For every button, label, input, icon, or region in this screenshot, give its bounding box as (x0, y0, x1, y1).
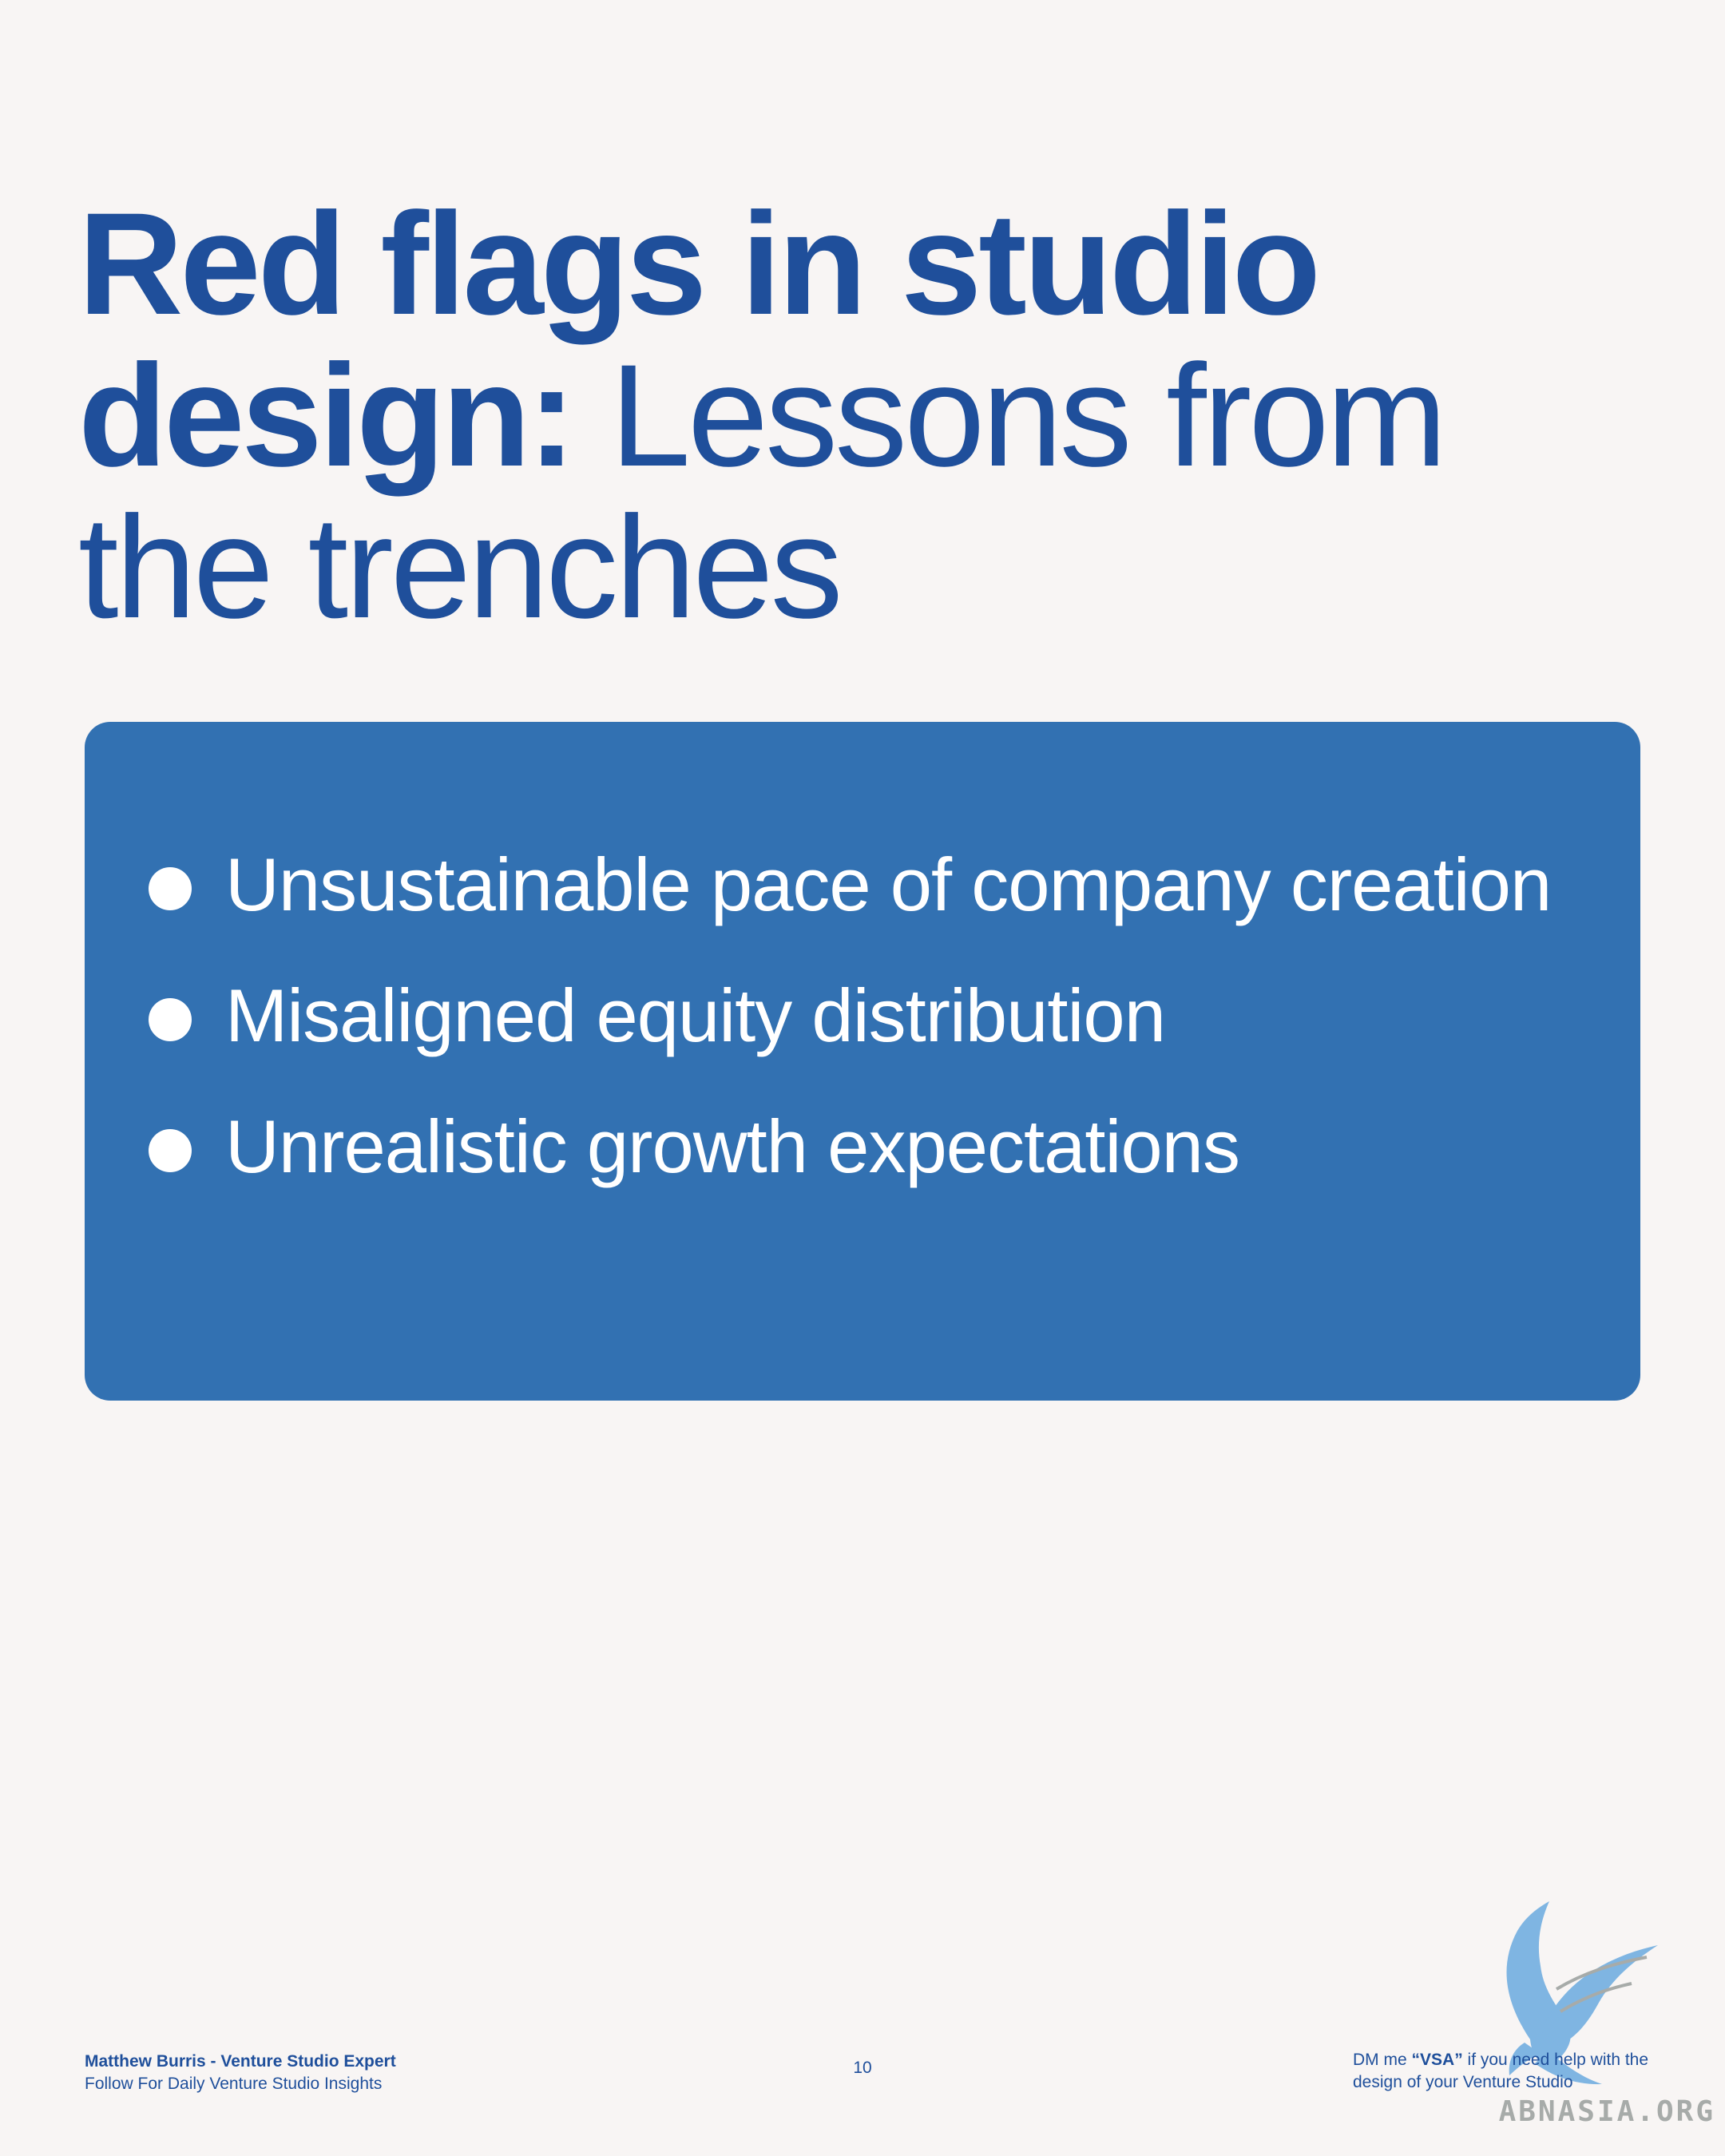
cta-footer: DM me “VSA” if you need help with the de… (1353, 2049, 1656, 2094)
red-flag-item-2: Misaligned equity distribution (149, 973, 1592, 1059)
bird-icon (1506, 1901, 1658, 2085)
author-tagline: Follow For Daily Venture Studio Insights (85, 2075, 383, 2093)
author-footer: Matthew Burris - Venture Studio Expert F… (85, 2051, 396, 2095)
author-name: Matthew Burris - Venture Studio Expert (85, 2052, 396, 2071)
page-title: Red flags in studio design: Lessons from… (78, 188, 1644, 643)
cta-keyword: “VSA” (1411, 2051, 1463, 2069)
red-flags-card: Unsustainable pace of company creation M… (85, 722, 1640, 1401)
cta-suffix: if you need help with the design of your… (1353, 2051, 1649, 2091)
red-flag-text-3: Unrealistic growth expectations (225, 1104, 1240, 1188)
cta-prefix: DM me (1353, 2051, 1407, 2069)
red-flags-list: Unsustainable pace of company creation M… (149, 842, 1592, 1235)
red-flag-item-3: Unrealistic growth expectations (149, 1104, 1592, 1190)
red-flag-text-1: Unsustainable pace of company creation (225, 842, 1552, 926)
page-number: 10 (853, 2059, 872, 2077)
red-flag-text-2: Misaligned equity distribution (225, 973, 1166, 1057)
red-flag-item-1: Unsustainable pace of company creation (149, 842, 1592, 928)
bullet-dot-icon (149, 998, 192, 1041)
bullet-dot-icon (149, 1129, 192, 1172)
title-bold-part: Red flags in studio design: (78, 182, 1321, 497)
bullet-dot-icon (149, 867, 192, 910)
title-regular-part: Lessons from the trenches (78, 334, 1447, 648)
watermark-text: ABNASIA.ORG (1498, 2095, 1715, 2128)
